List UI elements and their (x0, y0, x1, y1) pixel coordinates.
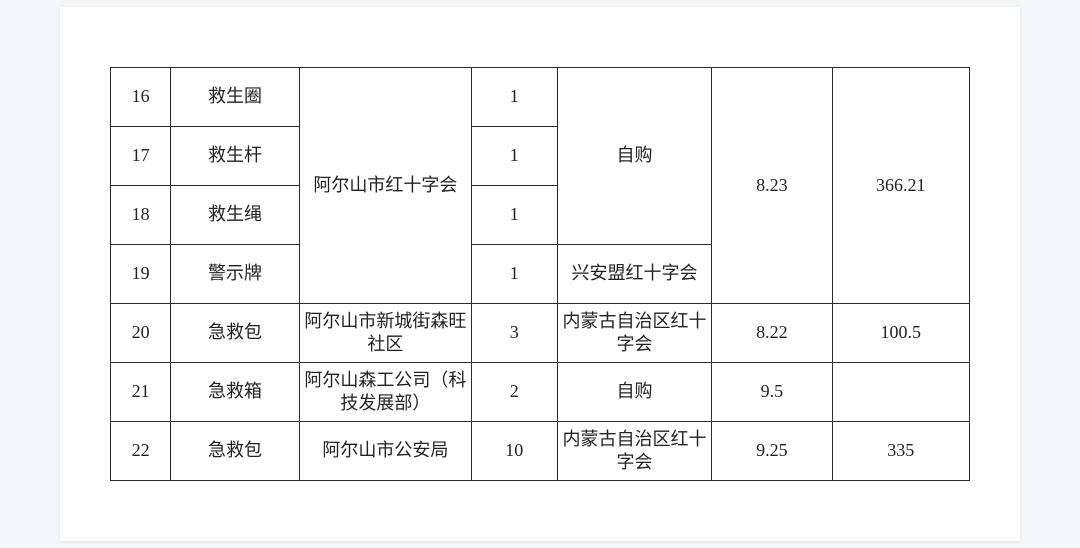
cell-idx: 22 (111, 422, 171, 481)
cell-qty: 1 (471, 186, 557, 245)
table-row: 20 急救包 阿尔山市新城街森旺社区 3 内蒙古自治区红十字会 8.22 100… (111, 304, 970, 363)
cell-src: 内蒙古自治区红十字会 (557, 422, 712, 481)
cell-qty: 10 (471, 422, 557, 481)
cell-n1: 9.25 (712, 422, 832, 481)
cell-n1: 9.5 (712, 363, 832, 422)
cell-qty: 1 (471, 68, 557, 127)
cell-item: 警示牌 (171, 245, 300, 304)
cell-item: 急救包 (171, 304, 300, 363)
cell-idx: 20 (111, 304, 171, 363)
cell-src: 兴安盟红十字会 (557, 245, 712, 304)
cell-n2 (832, 363, 969, 422)
cell-idx: 18 (111, 186, 171, 245)
cell-qty: 2 (471, 363, 557, 422)
cell-src: 自购 (557, 68, 712, 245)
data-table: 16 救生圈 阿尔山市红十字会 1 自购 8.23 366.21 17 救生杆 … (110, 67, 970, 481)
table-row: 22 急救包 阿尔山市公安局 10 内蒙古自治区红十字会 9.25 335 (111, 422, 970, 481)
cell-n1: 8.23 (712, 68, 832, 304)
cell-src: 自购 (557, 363, 712, 422)
cell-item: 急救包 (171, 422, 300, 481)
cell-org: 阿尔山森工公司（科技发展部） (299, 363, 471, 422)
cell-n2: 335 (832, 422, 969, 481)
cell-qty: 3 (471, 304, 557, 363)
document-page: 16 救生圈 阿尔山市红十字会 1 自购 8.23 366.21 17 救生杆 … (60, 7, 1020, 541)
cell-item: 救生杆 (171, 127, 300, 186)
cell-item: 救生圈 (171, 68, 300, 127)
cell-qty: 1 (471, 245, 557, 304)
cell-org: 阿尔山市公安局 (299, 422, 471, 481)
cell-org: 阿尔山市红十字会 (299, 68, 471, 304)
cell-idx: 16 (111, 68, 171, 127)
cell-src: 内蒙古自治区红十字会 (557, 304, 712, 363)
cell-n2: 366.21 (832, 68, 969, 304)
table-row: 21 急救箱 阿尔山森工公司（科技发展部） 2 自购 9.5 (111, 363, 970, 422)
cell-qty: 1 (471, 127, 557, 186)
cell-item: 急救箱 (171, 363, 300, 422)
cell-n2: 100.5 (832, 304, 969, 363)
cell-item: 救生绳 (171, 186, 300, 245)
cell-idx: 17 (111, 127, 171, 186)
table-row: 16 救生圈 阿尔山市红十字会 1 自购 8.23 366.21 (111, 68, 970, 127)
cell-idx: 19 (111, 245, 171, 304)
cell-n1: 8.22 (712, 304, 832, 363)
cell-idx: 21 (111, 363, 171, 422)
cell-org: 阿尔山市新城街森旺社区 (299, 304, 471, 363)
